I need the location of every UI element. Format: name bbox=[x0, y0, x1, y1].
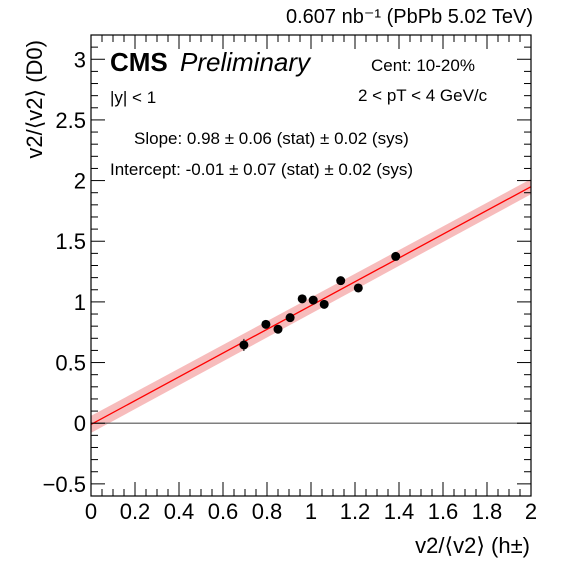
point-marker bbox=[353, 283, 363, 293]
data-point bbox=[353, 283, 363, 293]
luminosity-header: 0.607 nb⁻¹ (PbPb 5.02 TeV) bbox=[286, 6, 533, 28]
preliminary-label: Preliminary bbox=[180, 47, 312, 77]
rapidity-label: |y| < 1 bbox=[110, 88, 156, 107]
y-tick-label: 0 bbox=[74, 411, 86, 436]
data-point bbox=[308, 295, 318, 305]
pt-range-label: 2 < pT < 4 GeV/c bbox=[358, 86, 488, 105]
x-tick-label: 2 bbox=[525, 499, 537, 524]
point-marker bbox=[261, 319, 271, 329]
data-point bbox=[319, 299, 329, 309]
point-marker bbox=[273, 324, 283, 334]
fit-line bbox=[90, 186, 532, 425]
x-tick-label: 1 bbox=[305, 499, 317, 524]
y-tick-label: 2 bbox=[74, 169, 86, 194]
data-point bbox=[261, 319, 271, 329]
y-axis-title: v2/⟨v2⟩ (D0) bbox=[22, 40, 47, 159]
x-tick-label: 0 bbox=[85, 499, 97, 524]
point-marker bbox=[239, 340, 249, 350]
y-tick-label: 3 bbox=[74, 47, 86, 72]
point-marker bbox=[336, 276, 346, 286]
point-marker bbox=[297, 294, 307, 304]
fit-line-layer bbox=[90, 186, 532, 425]
x-tick-label: 0.6 bbox=[208, 499, 239, 524]
x-tick-label: 1.2 bbox=[340, 499, 371, 524]
x-tick-label: 0.8 bbox=[252, 499, 283, 524]
data-point bbox=[297, 294, 307, 304]
data-point-layer bbox=[239, 251, 401, 352]
x-tick-label: 1.6 bbox=[428, 499, 459, 524]
point-marker bbox=[308, 295, 318, 305]
y-tick-label: 1.5 bbox=[55, 229, 86, 254]
x-tick-label: 0.2 bbox=[120, 499, 151, 524]
y-tick-label: 0.5 bbox=[55, 351, 86, 376]
point-marker bbox=[285, 313, 295, 323]
data-point bbox=[285, 313, 295, 323]
data-point bbox=[273, 324, 283, 334]
y-tick-label: −0.5 bbox=[43, 472, 86, 497]
axis-layer: 0 0.2 0.4 0.6 0.8 1 1.2 1.4 1.6 1.8 2−0.500.511.52… bbox=[43, 34, 537, 524]
point-marker bbox=[319, 299, 329, 309]
intercept-label: Intercept: -0.01 ± 0.07 (stat) ± 0.02 (s… bbox=[110, 160, 413, 179]
x-tick-label: 1.4 bbox=[384, 499, 415, 524]
y-tick-label: 2.5 bbox=[55, 108, 86, 133]
centrality-label: Cent: 10-20% bbox=[371, 56, 475, 75]
point-marker bbox=[391, 251, 401, 261]
cms-label: CMS bbox=[110, 47, 168, 77]
x-tick-label: 0.4 bbox=[164, 499, 195, 524]
data-point bbox=[336, 276, 346, 286]
data-point bbox=[239, 338, 249, 352]
x-axis-title: v2/⟨v2⟩ (h±) bbox=[415, 533, 530, 558]
x-tick-label: 1.8 bbox=[472, 499, 503, 524]
y-tick-label: 1 bbox=[74, 290, 86, 315]
slope-label: Slope: 0.98 ± 0.06 (stat) ± 0.02 (sys) bbox=[134, 129, 409, 148]
data-point bbox=[391, 251, 401, 261]
